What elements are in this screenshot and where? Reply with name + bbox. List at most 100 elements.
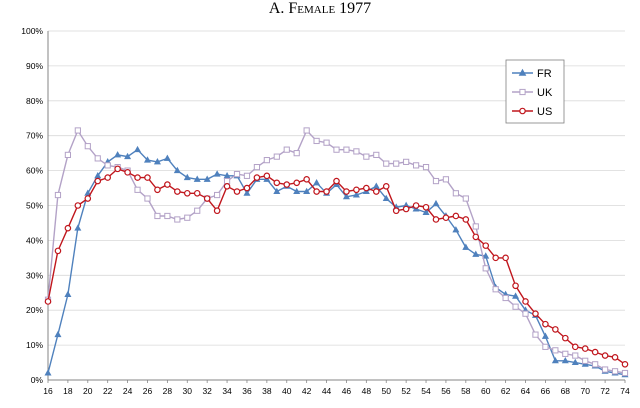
point-uk <box>243 172 251 179</box>
point-us <box>382 183 390 190</box>
point-fr <box>153 158 161 165</box>
series-uk <box>44 127 629 377</box>
point-fr <box>54 330 62 338</box>
point-us <box>203 195 211 202</box>
y-tick-label-40: 40% <box>26 235 43 245</box>
point-us <box>442 214 450 222</box>
y-tick-label-50: 50% <box>26 201 43 211</box>
point-us <box>462 216 470 223</box>
y-tick-label-30: 30% <box>26 270 43 280</box>
point-uk <box>572 352 579 359</box>
point-uk <box>363 153 370 160</box>
point-uk <box>293 150 300 157</box>
y-tick-label-10: 10% <box>26 340 43 350</box>
x-tick-label-60: 60 <box>481 386 491 396</box>
point-us <box>512 282 519 290</box>
point-fr <box>462 243 470 250</box>
point-fr <box>293 187 301 195</box>
y-tick-label-70: 70% <box>26 131 43 141</box>
point-uk <box>74 127 81 134</box>
y-tick-label-80: 80% <box>26 96 43 106</box>
point-uk <box>64 151 71 158</box>
point-fr <box>561 356 569 364</box>
x-tick-label-24: 24 <box>123 386 133 396</box>
point-us <box>84 195 92 202</box>
point-us <box>492 254 499 262</box>
point-us <box>114 165 121 173</box>
legend-label-uk: UK <box>537 87 553 99</box>
point-uk <box>194 207 201 214</box>
point-us <box>591 348 599 356</box>
x-tick-label-20: 20 <box>83 386 93 396</box>
point-us <box>363 184 370 192</box>
point-fr <box>571 358 579 366</box>
point-fr <box>482 252 490 259</box>
x-tick-label-32: 32 <box>202 386 212 396</box>
point-uk <box>621 369 629 377</box>
point-us <box>144 174 151 181</box>
x-tick-label-48: 48 <box>362 386 372 396</box>
point-uk <box>144 195 151 202</box>
x-tick-label-26: 26 <box>143 386 153 396</box>
point-fr <box>173 166 181 174</box>
point-us <box>253 174 261 181</box>
point-us <box>104 174 111 181</box>
point-us <box>193 189 201 197</box>
point-uk <box>164 212 171 220</box>
point-fr <box>541 332 549 339</box>
point-fr <box>372 182 380 189</box>
point-fr <box>512 292 520 299</box>
point-fr <box>134 145 142 153</box>
title-year: 1977 <box>339 0 372 17</box>
point-fr <box>74 224 82 231</box>
point-fr <box>64 290 72 297</box>
point-uk <box>154 212 161 220</box>
point-uk <box>552 347 559 354</box>
y-tick-label-100: 100% <box>21 26 43 36</box>
point-us <box>472 233 480 241</box>
point-us <box>223 183 231 190</box>
point-fr <box>313 178 321 186</box>
point-uk <box>54 191 62 199</box>
point-us <box>482 242 490 249</box>
point-fr <box>193 175 201 182</box>
point-us <box>273 179 281 187</box>
point-us <box>422 203 430 211</box>
point-uk <box>134 186 141 193</box>
point-us <box>74 202 82 209</box>
legend-label-us: US <box>537 106 552 118</box>
point-fr <box>44 369 52 376</box>
point-fr <box>124 152 132 160</box>
point-us <box>452 212 460 220</box>
point-uk <box>333 146 340 153</box>
point-us <box>54 247 62 255</box>
point-uk <box>84 143 91 150</box>
point-us <box>621 360 629 368</box>
point-us <box>601 352 609 359</box>
point-fr <box>452 226 460 233</box>
point-uk <box>542 343 549 350</box>
point-uk <box>393 160 400 167</box>
point-fr <box>303 187 311 195</box>
x-tick-label-30: 30 <box>183 386 193 396</box>
x-tick-label-72: 72 <box>600 386 610 396</box>
point-fr <box>114 151 122 158</box>
point-us <box>581 345 589 352</box>
point-fr <box>342 192 350 200</box>
x-tick-label-58: 58 <box>461 386 471 396</box>
point-uk <box>174 216 181 223</box>
point-uk <box>432 177 440 185</box>
title-main: Female <box>288 0 336 17</box>
legend: FR UK US <box>505 59 565 124</box>
point-us <box>412 202 420 209</box>
point-us <box>392 207 400 215</box>
point-us <box>353 186 360 194</box>
x-tick-label-56: 56 <box>441 386 451 396</box>
point-uk <box>412 162 420 169</box>
point-uk <box>422 164 430 171</box>
point-uk <box>233 170 241 178</box>
point-uk <box>403 158 410 165</box>
point-uk <box>512 303 519 310</box>
x-tick-label-50: 50 <box>382 386 392 396</box>
point-us <box>233 188 241 195</box>
